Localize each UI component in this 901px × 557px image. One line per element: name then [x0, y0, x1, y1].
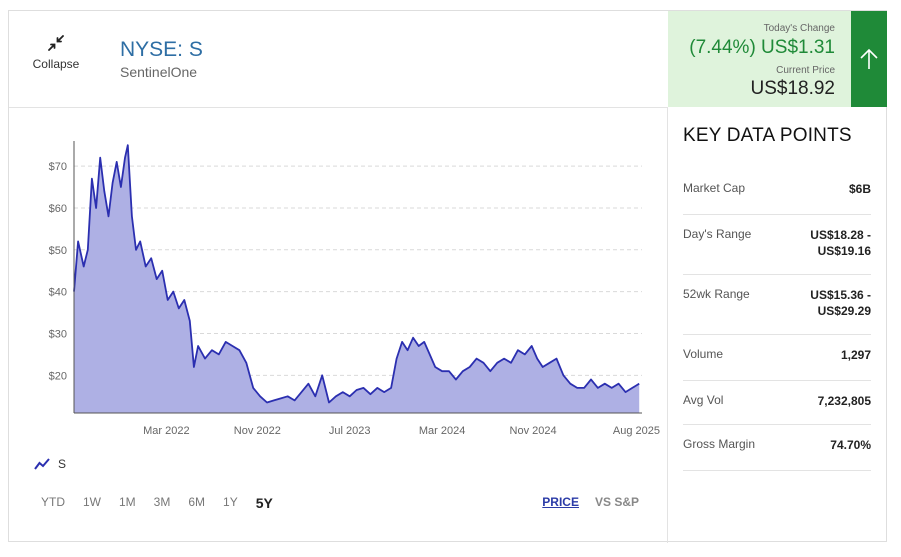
key-data-label: Day's Range: [683, 227, 752, 241]
x-tick-label: Nov 2024: [510, 425, 557, 437]
y-tick-label: $40: [49, 287, 67, 299]
todays-change-label: Today's Change: [763, 23, 835, 34]
arrow-up-icon: [860, 48, 878, 69]
stock-header: Collapse NYSE: S SentinelOne: [9, 11, 667, 108]
y-tick-label: $30: [49, 328, 67, 340]
price-chart-area: $20 $30 $40 $50 $60 $70 Mar 2022 Nov 2022 Jul 20…: [9, 107, 667, 543]
x-tick-label: Mar 2022: [143, 425, 189, 437]
price-chart: $20 $30 $40 $50 $60 $70 Mar 2022 Nov 2022 Jul 20…: [49, 141, 660, 437]
current-price-value: US$18.92: [750, 78, 835, 99]
key-data-value: US$15.36 - US$29.29: [810, 288, 871, 318]
key-data-list: Market Cap $6B Day's Range US$18.28 - US$19…: [683, 169, 871, 471]
price-view-button[interactable]: PRICE: [542, 495, 579, 509]
x-tick-label: Jul 2023: [329, 425, 371, 437]
legend-series-label: S: [58, 457, 67, 471]
time-range-selector: YTD 1W 1M 3M 6M 1Y 5Y: [41, 495, 291, 511]
key-data-panel: KEY DATA POINTS Market Cap $6B Day's Range…: [683, 107, 871, 471]
range-button-1m[interactable]: 1M: [119, 495, 136, 509]
key-data-label: Avg Vol: [683, 393, 724, 407]
vs-sp-view-button[interactable]: VS S&P: [594, 495, 639, 509]
x-tick-label: Aug 2025: [613, 425, 660, 437]
range-button-1w[interactable]: 1W: [83, 495, 101, 509]
company-name: SentinelOne: [120, 64, 198, 80]
key-data-value: 1,297: [840, 348, 871, 362]
key-data-row: Gross Margin 74.70%: [683, 425, 871, 471]
collapse-icon: [48, 35, 64, 51]
key-data-label: Gross Margin: [683, 437, 756, 451]
chart-view-toggle: PRICE VS S&P: [542, 495, 639, 509]
key-data-label: Volume: [683, 347, 724, 361]
price-up-indicator: [851, 11, 887, 107]
range-button-6m[interactable]: 6M: [188, 495, 206, 509]
todays-change-panel: Today's Change (7.44%) US$1.31 Current P…: [668, 11, 851, 107]
key-data-label: 52wk Range: [683, 287, 750, 301]
todays-change-value: (7.44%) US$1.31: [689, 37, 835, 58]
y-tick-label: $20: [49, 370, 67, 382]
collapse-button[interactable]: Collapse: [23, 35, 89, 71]
series-area: [74, 145, 640, 413]
key-data-row: Avg Vol 7,232,805: [683, 381, 871, 425]
key-data-value: 74.70%: [830, 438, 871, 452]
range-button-1y[interactable]: 1Y: [223, 495, 238, 509]
range-button-ytd[interactable]: YTD: [41, 495, 65, 509]
ticker-symbol: NYSE: S: [120, 38, 203, 61]
stock-card: Collapse NYSE: S SentinelOne Today's Cha…: [8, 10, 887, 543]
chart-legend: S: [34, 457, 66, 471]
y-tick-label: $50: [49, 245, 67, 257]
current-price-label: Current Price: [776, 65, 835, 76]
range-button-3m[interactable]: 3M: [153, 495, 171, 509]
key-data-row: 52wk Range US$15.36 - US$29.29: [683, 275, 871, 335]
key-data-value: US$18.28 - US$19.16: [810, 228, 871, 258]
y-tick-label: $70: [49, 161, 67, 173]
panel-divider: [667, 107, 668, 543]
key-data-label: Market Cap: [683, 181, 746, 195]
key-data-row: Volume 1,297: [683, 335, 871, 381]
key-data-row: Day's Range US$18.28 - US$19.16: [683, 215, 871, 275]
key-data-title: KEY DATA POINTS: [683, 125, 852, 146]
y-tick-label: $60: [49, 203, 67, 215]
line-chart-icon: [34, 458, 50, 470]
range-button-5y[interactable]: 5Y: [255, 495, 273, 511]
x-tick-label: Nov 2022: [234, 425, 281, 437]
key-data-value: $6B: [848, 182, 871, 196]
series-line: [73, 144, 640, 404]
key-data-value: 7,232,805: [817, 394, 871, 408]
key-data-row: Market Cap $6B: [683, 169, 871, 215]
x-tick-label: Mar 2024: [419, 425, 465, 437]
collapse-label: Collapse: [32, 57, 80, 71]
